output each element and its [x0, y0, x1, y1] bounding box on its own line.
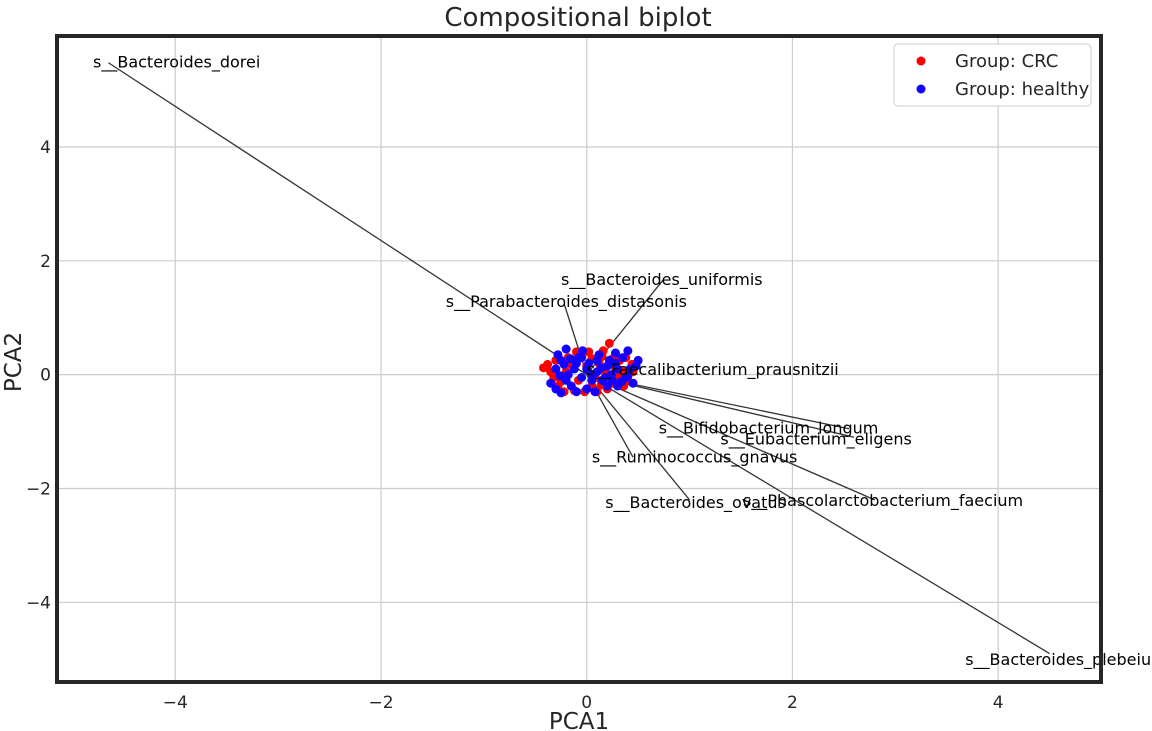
sample-point-healthy: [561, 344, 571, 354]
sample-point-crc: [543, 359, 553, 369]
y-tick-label: −2: [26, 479, 51, 499]
sample-point-healthy: [555, 371, 565, 381]
x-tick-label: −2: [368, 693, 393, 713]
y-axis-label: PCA2: [1, 332, 27, 392]
y-tick-label: 0: [40, 366, 51, 386]
legend-label-healthy: Group: healthy: [955, 79, 1090, 100]
sample-point-healthy: [553, 350, 563, 360]
sample-point-healthy: [578, 346, 588, 356]
loading-label-s-bifidobacterium-longum: s__Bifidobacterium_longum: [659, 419, 879, 439]
sample-point-healthy: [565, 354, 575, 364]
loading-label-s-bacteroides-plebeius: s__Bacteroides_plebeius: [965, 650, 1152, 670]
sample-points: [539, 338, 643, 398]
sample-point-healthy: [584, 358, 594, 368]
x-tick-label: 0: [581, 693, 592, 713]
loading-label-s-bacteroides-dorei: s__Bacteroides_dorei: [93, 53, 260, 73]
sample-point-healthy: [577, 372, 587, 382]
x-tick-label: −4: [163, 693, 188, 713]
sample-point-healthy: [623, 346, 633, 356]
chart-title: Compositional biplot: [444, 3, 711, 33]
y-tick-label: 2: [40, 252, 51, 272]
y-tick-label: 4: [40, 138, 51, 158]
sample-point-healthy: [571, 387, 581, 397]
legend: Group: CRC Group: healthy: [893, 43, 1092, 107]
sample-point-healthy: [628, 378, 638, 388]
sample-point-healthy: [596, 363, 606, 373]
sample-point-healthy: [551, 384, 561, 394]
sample-point-healthy: [551, 364, 561, 374]
sample-point-healthy: [623, 371, 633, 381]
sample-point-healthy: [606, 370, 616, 380]
sample-point-healthy: [569, 364, 579, 374]
sample-point-healthy: [588, 370, 598, 380]
legend-box: [893, 43, 1092, 107]
loading-arrow-s-bacteroides-ovatus: [586, 374, 691, 501]
sample-point-healthy: [602, 381, 612, 391]
sample-point-healthy: [590, 387, 600, 397]
x-axis-label: PCA1: [549, 709, 609, 731]
sample-point-healthy: [611, 358, 621, 368]
sample-point-healthy: [611, 348, 621, 358]
sample-point-healthy: [559, 359, 569, 369]
sample-point-healthy: [617, 376, 627, 386]
sample-point-healthy: [573, 353, 583, 363]
legend-marker-crc: [916, 56, 926, 66]
loading-label-s-bacteroides-uniformis: s__Bacteroides_uniformis: [561, 270, 763, 290]
loading-arrow-s-parabacteroides-distasonis: [563, 303, 588, 375]
loading-labels: s__Bacteroides_dorei s__Bacteroides_unifo…: [93, 53, 1152, 671]
sample-point-healthy: [618, 353, 628, 363]
loading-arrow-s-bacteroides-plebeius: [586, 374, 1050, 655]
axis-ticks: −4 −2 0 2 4 −4 −2 0 2 4: [26, 138, 1004, 713]
loading-label-s-eubacterium-eligens: s__Eubacterium_eligens: [720, 429, 911, 449]
sample-point-healthy: [582, 384, 592, 394]
loading-label-s-ruminococcus-gnavus: s__Ruminococcus_gnavus: [592, 448, 798, 468]
plot-frame: [55, 34, 1103, 684]
x-tick-label: 2: [787, 693, 798, 713]
sample-point-healthy: [561, 375, 571, 385]
loading-label-s-bacteroides-ovatus: s__Bacteroides_ovatus: [605, 493, 786, 513]
x-tick-label: 4: [993, 693, 1004, 713]
loading-arrow-s-phascolarctobacterium-faecium: [586, 374, 875, 501]
sample-point-crc: [604, 338, 614, 348]
loading-label-s-parabacteroides-distasonis: s__Parabacteroides_distasonis: [446, 292, 687, 312]
gridlines: [57, 36, 1101, 682]
legend-marker-healthy: [916, 84, 926, 94]
sample-point-healthy: [631, 361, 641, 371]
loading-arrow-s-bacteroides-dorei: [108, 62, 588, 376]
y-tick-label: −4: [26, 593, 51, 613]
loading-label-s-phascolarctobacterium-faecium: s__Phascolarctobacterium_faecium: [743, 491, 1023, 511]
legend-label-crc: Group: CRC: [955, 51, 1058, 72]
loading-label-s-faecalibacterium-prausnitzii: s__Faecalibacterium_prausnitzii: [587, 360, 839, 380]
sample-point-healthy: [592, 355, 602, 365]
